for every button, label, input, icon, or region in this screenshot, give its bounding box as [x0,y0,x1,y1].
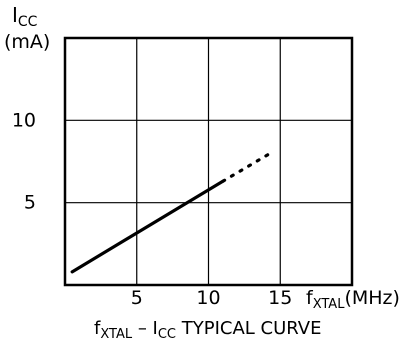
x-axis-label-symbol: f [306,287,314,309]
series-line-dotted [221,150,275,183]
caption-dash: – [132,318,152,339]
plot-frame [63,36,354,287]
x-axis-label-unit: (MHz) [344,287,399,309]
y-tick-label-5: 5 [24,192,36,214]
caption-rest: TYPICAL CURVE [176,318,321,339]
x-tick-label-15: 15 [268,287,292,309]
tick-labels: 5 10 15 5 10 [12,109,293,309]
x-tick-label-10: 10 [196,287,220,309]
y-axis-label: ICC [12,3,38,30]
grid-lines [65,38,352,285]
series-layer [70,150,275,274]
x-tick-label-5: 5 [131,287,143,309]
caption-f-subscript: XTAL [100,327,133,341]
y-axis-label-subscript: CC [18,14,38,30]
y-tick-label-10: 10 [12,109,36,131]
x-axis-label-subscript: XTAL [313,297,346,312]
x-axis-label: fXTAL(MHz) [306,287,400,312]
caption-i: I [153,318,158,339]
y-axis-label-symbol: I [12,3,18,27]
series-line-solid [70,179,225,274]
chart-caption: fXTAL – ICC TYPICAL CURVE [94,318,321,341]
caption-f: f [94,318,101,339]
y-axis-unit: (mA) [4,31,50,53]
caption-i-subscript: CC [158,327,176,341]
